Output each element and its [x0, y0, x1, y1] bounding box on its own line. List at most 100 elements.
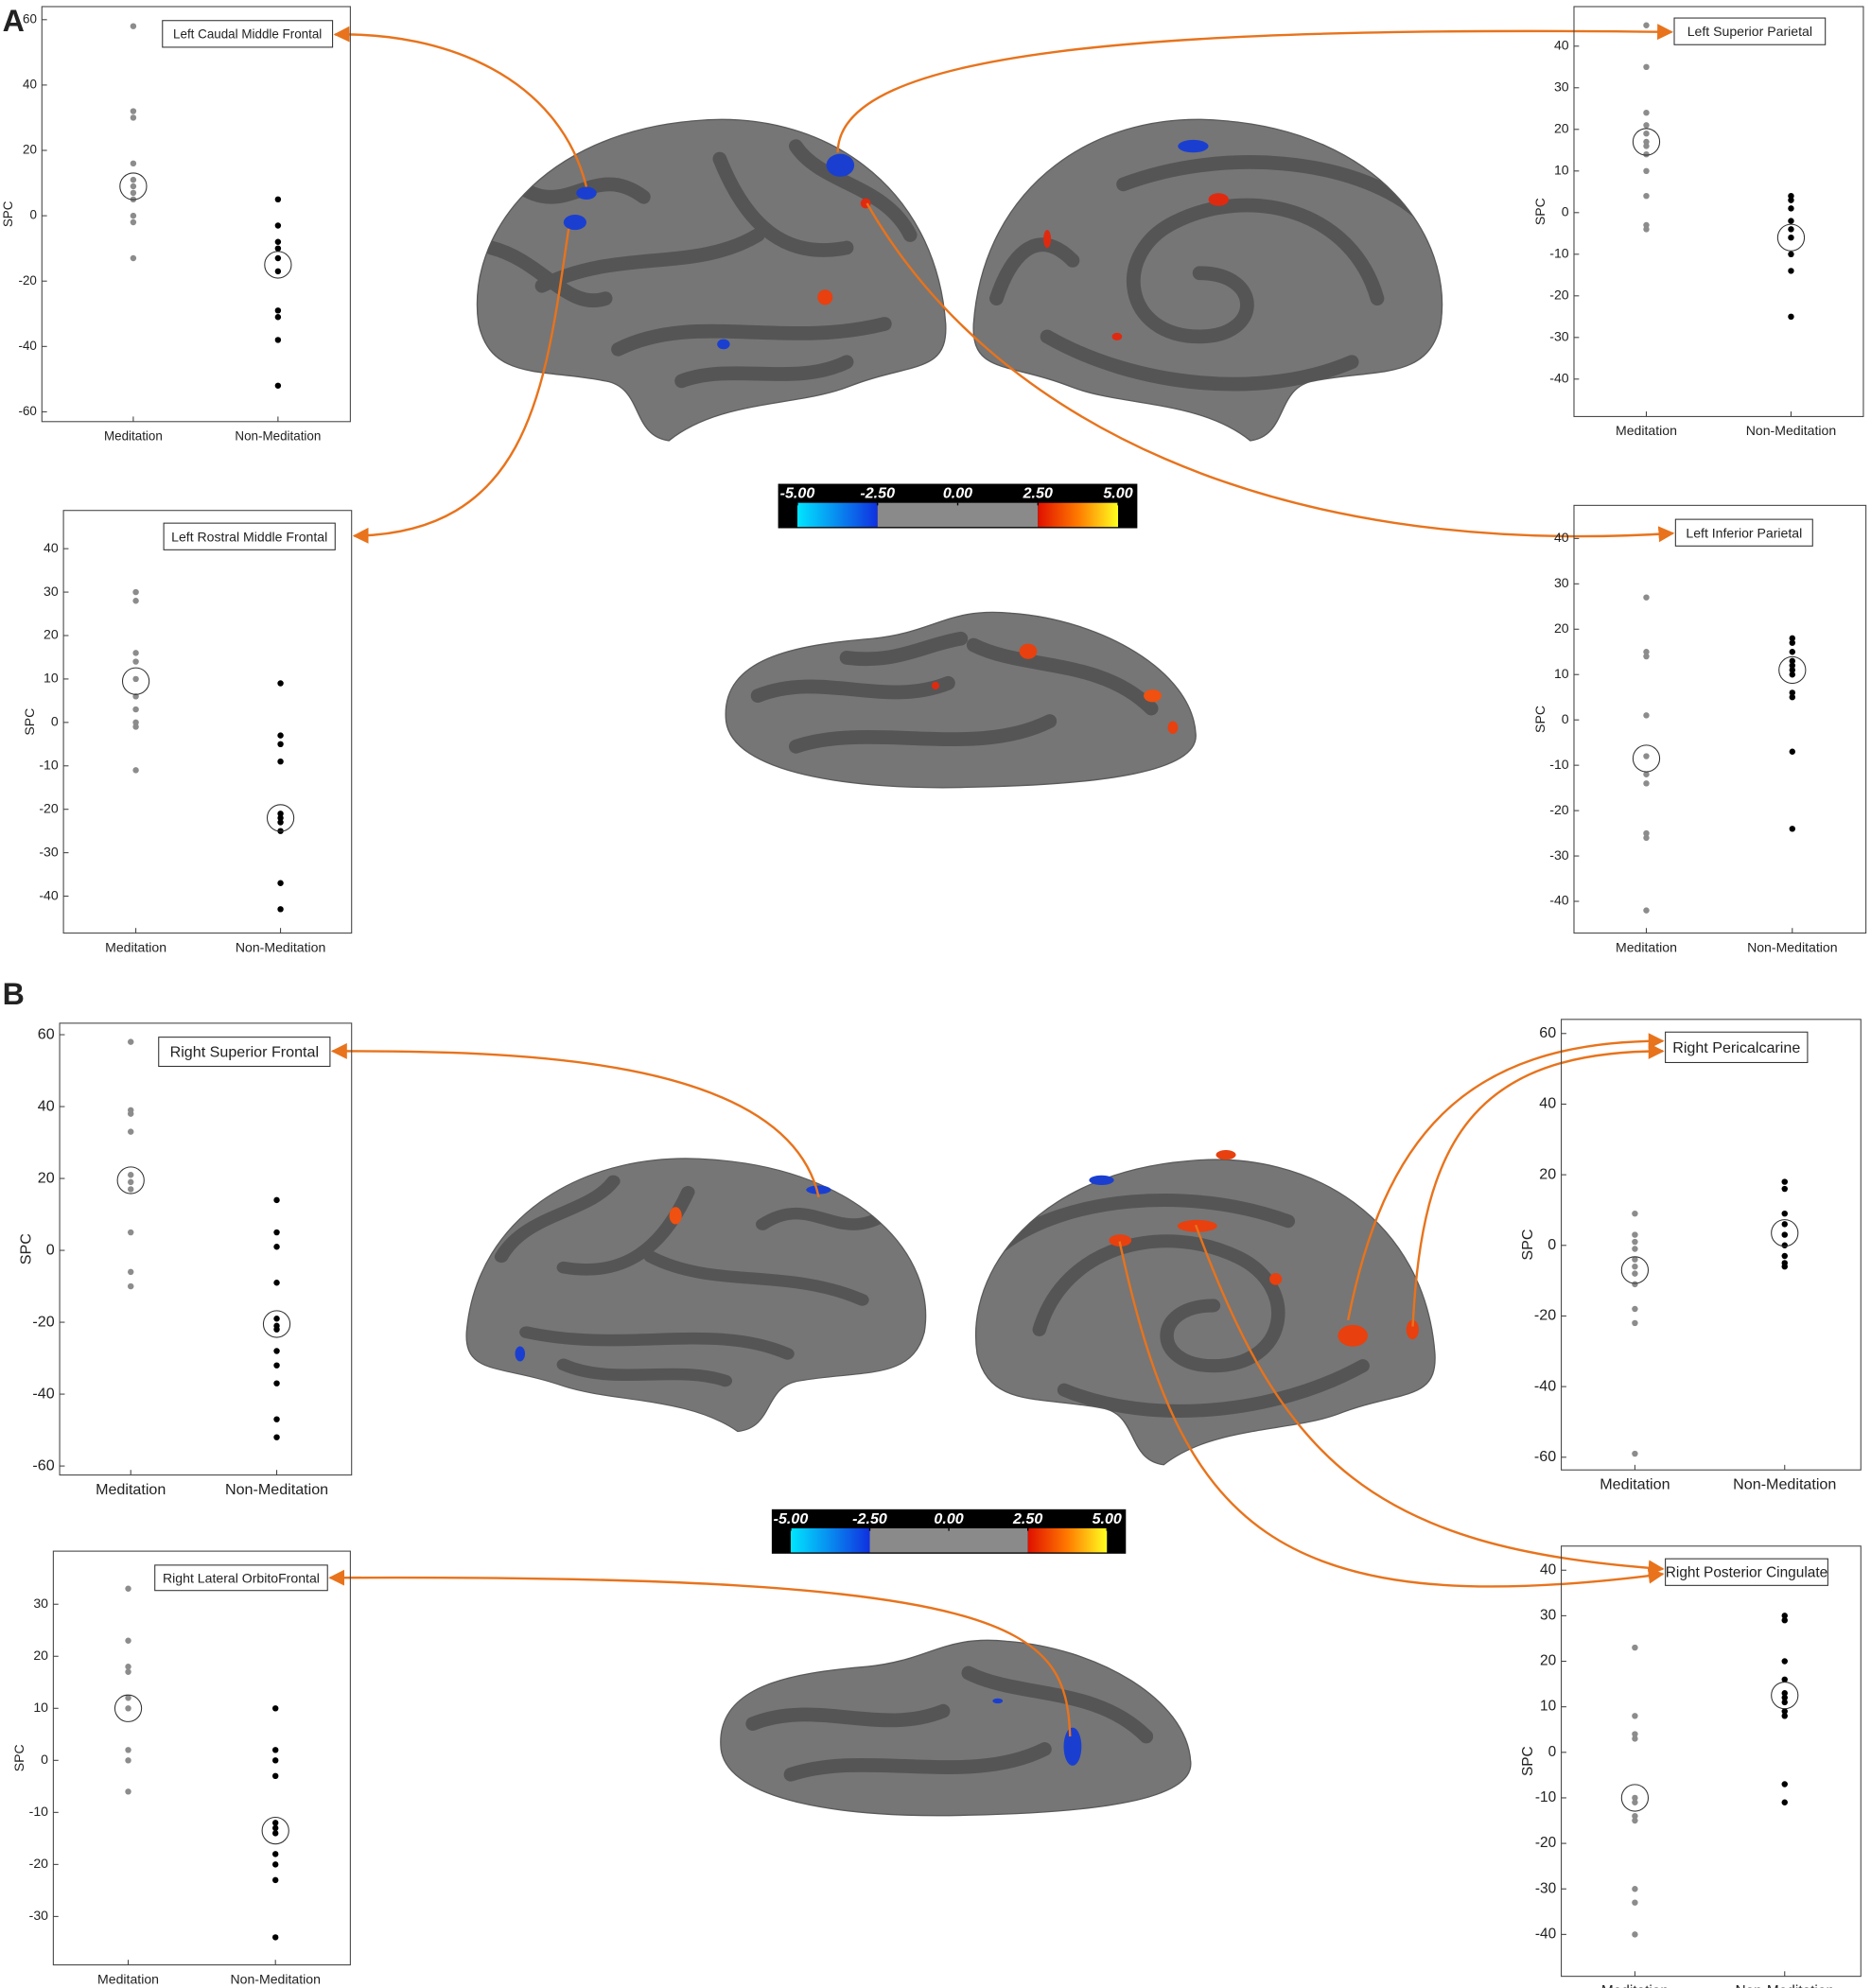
y-tick-label: 40 [23, 77, 37, 91]
data-point [125, 1695, 131, 1701]
data-point [1643, 712, 1650, 719]
data-point [1643, 150, 1650, 158]
y-tick-label: 0 [1548, 1236, 1556, 1253]
strip-chart: -60 -40 -20 0 20 40 60 Meditation Non-Meditation… [1519, 1019, 1862, 1493]
colorbar-tick-label: 2.50 [1012, 1510, 1042, 1527]
data-point [125, 1585, 131, 1592]
data-point [1632, 1319, 1638, 1327]
y-tick-label: 40 [1554, 530, 1569, 545]
title-box [158, 1037, 331, 1068]
data-point [277, 819, 284, 826]
y-tick-label: -20 [1549, 288, 1569, 303]
data-point [130, 108, 137, 114]
x-tick-label: Non-Meditation [1746, 423, 1836, 438]
y-tick-label: -20 [1549, 802, 1569, 817]
colorbar-tick-label: -2.50 [852, 1510, 887, 1527]
y-tick-label: 40 [38, 1097, 55, 1114]
data-point [132, 719, 139, 726]
data-point [1781, 1713, 1788, 1719]
y-tick-label: -40 [32, 1385, 54, 1402]
y-tick-label: -20 [39, 800, 59, 815]
data-point [130, 23, 137, 29]
data-point [1643, 907, 1650, 914]
data-point [273, 1380, 280, 1386]
group-mean [114, 1694, 143, 1722]
y-tick-label: -40 [1549, 371, 1569, 386]
data-point [127, 1186, 134, 1193]
data-point [1632, 1731, 1638, 1737]
y-tick-label: 20 [1554, 620, 1569, 636]
group-mean [1620, 1256, 1650, 1284]
data-point [274, 196, 282, 203]
title-box [1673, 17, 1827, 45]
data-point [277, 758, 284, 765]
data-point [132, 724, 139, 730]
brain-medial [975, 1149, 1436, 1466]
group-mean [121, 667, 150, 695]
data-point [273, 1416, 280, 1422]
data-point [271, 1934, 279, 1941]
group-mean [1632, 128, 1661, 156]
y-tick-label: 10 [1540, 1699, 1556, 1715]
data-point [1643, 22, 1650, 29]
data-point [271, 1824, 279, 1832]
data-point [1781, 1708, 1788, 1715]
y-tick-label: 0 [29, 208, 36, 222]
y-tick-label: 30 [44, 584, 59, 599]
data-point [130, 189, 137, 197]
data-point [274, 268, 282, 275]
y-tick-label: 60 [38, 1025, 55, 1042]
data-point [1643, 130, 1650, 137]
data-point [1781, 1676, 1788, 1683]
data-point [271, 1747, 279, 1753]
data-point [1781, 1242, 1788, 1248]
data-point [130, 176, 137, 183]
x-tick-label: Non-Meditation [230, 1971, 320, 1986]
group-mean [116, 1166, 145, 1195]
data-point [274, 222, 282, 229]
data-point [127, 1110, 134, 1117]
data-point [271, 1876, 279, 1884]
data-point [1789, 635, 1796, 642]
data-point [1632, 1238, 1638, 1246]
data-point [277, 732, 284, 739]
data-point [1643, 780, 1650, 787]
x-tick-label: Non-Meditation [236, 939, 325, 954]
data-point [127, 1229, 134, 1236]
data-point [1781, 1781, 1788, 1787]
data-point [1788, 313, 1794, 321]
chart-title: Right Lateral OrbitoFrontal [163, 1570, 320, 1585]
data-point [132, 588, 139, 596]
data-point [1643, 167, 1650, 175]
data-point [1781, 1210, 1788, 1217]
colorbar-neutral [869, 1527, 1028, 1553]
data-point [1632, 1799, 1638, 1805]
y-tick-label: -30 [29, 1908, 49, 1923]
data-point [277, 811, 284, 817]
y-tick-label: 10 [1554, 666, 1569, 681]
data-point [1788, 197, 1794, 203]
y-tick-label: -30 [39, 844, 59, 859]
data-point [125, 1664, 131, 1670]
colorbar-positive [1038, 502, 1119, 528]
group-mean [1778, 655, 1807, 685]
group-mean [1620, 1784, 1650, 1812]
data-point [1632, 1256, 1638, 1263]
y-tick-label: 30 [33, 1596, 48, 1611]
x-tick-label: Meditation [1616, 423, 1677, 438]
data-point [132, 706, 139, 713]
colorbar-tick-label: -5.00 [774, 1510, 809, 1527]
data-point [130, 212, 137, 219]
x-tick-label: Meditation [1616, 939, 1677, 954]
data-point [1781, 1616, 1788, 1624]
data-point [1781, 1613, 1788, 1619]
x-tick-label: Meditation [97, 1971, 159, 1986]
data-point [130, 254, 137, 262]
x-tick-label: Meditation [1601, 1983, 1669, 1988]
data-point [277, 814, 284, 822]
y-tick-label: -10 [39, 757, 59, 772]
colorbar-tick-label: 5.00 [1093, 1510, 1122, 1527]
data-point [1788, 251, 1794, 258]
data-point [127, 1178, 134, 1186]
data-point [127, 1128, 134, 1135]
